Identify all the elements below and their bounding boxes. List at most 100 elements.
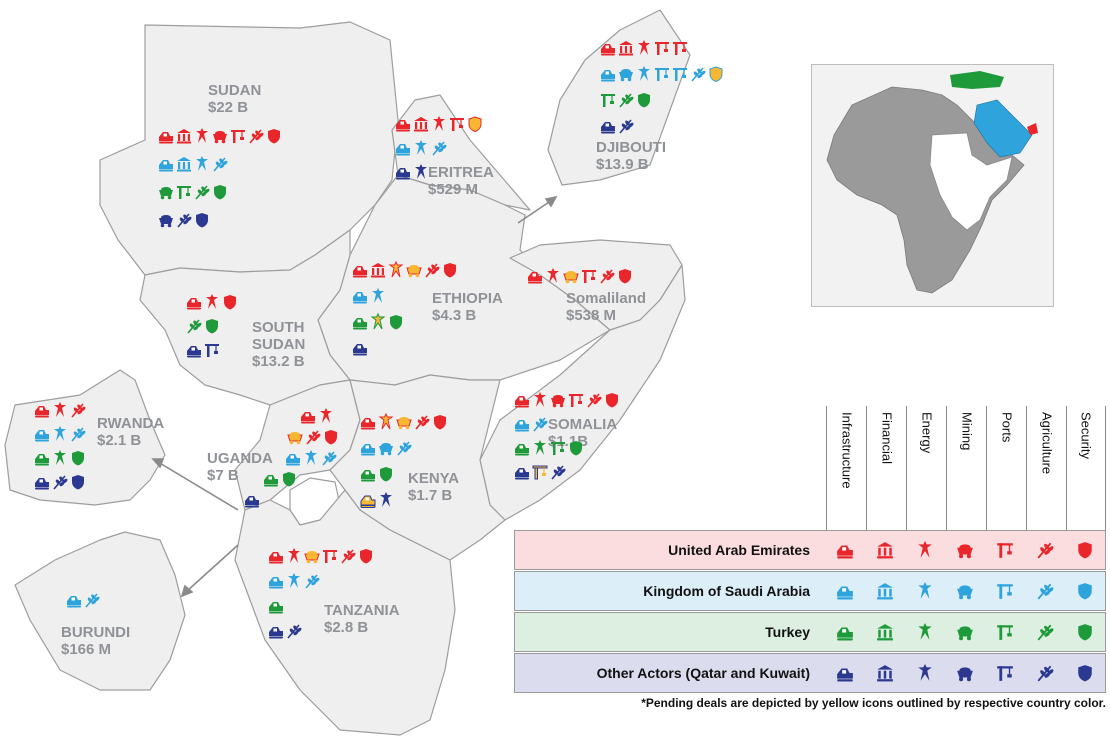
legend-column-infrastructure: Infrastructure [826, 406, 866, 530]
legend-actor-name: Other Actors (Qatar and Kuwait) [596, 665, 810, 681]
infrastructure-icon [528, 272, 542, 284]
legend-column-ports: Ports [986, 406, 1026, 530]
security-icon [1078, 583, 1092, 600]
security-icon [1078, 665, 1092, 682]
ports-icon [323, 550, 337, 563]
arrow-djibouti [517, 199, 553, 224]
mining-icon [159, 215, 173, 228]
ports-icon [205, 344, 219, 357]
legend-cell-agriculture [1025, 572, 1065, 610]
infrastructure-icon [269, 627, 283, 639]
security-icon [638, 93, 650, 108]
infrastructure-icon [515, 420, 529, 432]
legend-cell-ports [985, 572, 1025, 610]
legend-column-label: Energy [919, 412, 934, 454]
infrastructure-icon [353, 318, 367, 330]
legend-cell-financial [865, 572, 905, 610]
ports-icon [655, 42, 669, 55]
country-value-djibouti: $13.9 B [596, 156, 649, 173]
financial-icon [619, 41, 633, 56]
country-label-burundi: BURUNDI [61, 624, 130, 641]
agriculture-icon [415, 415, 430, 430]
country-label-uganda: UGANDA [207, 450, 273, 467]
legend-row-turkey: Turkey [514, 612, 1106, 652]
financial-icon [877, 542, 893, 559]
country-value-eritrea: $529 M [428, 181, 478, 198]
agriculture-icon [53, 475, 68, 490]
mining-icon [563, 271, 579, 284]
infrastructure-icon [187, 298, 201, 310]
mining-icon [213, 131, 227, 144]
agriculture-icon [619, 93, 634, 108]
mining-icon [287, 432, 303, 445]
country-label-somaliland: Somaliland [566, 290, 646, 307]
legend-cell-security [1065, 531, 1105, 569]
legend-actor-name: Turkey [765, 624, 810, 640]
legend-cell-ports [985, 531, 1025, 569]
legend-row-uae: United Arab Emirates [514, 530, 1106, 570]
rwanda-shape [4, 369, 166, 506]
legend-cell-mining [945, 654, 985, 692]
legend-cell-security [1065, 613, 1105, 651]
infrastructure-icon [361, 444, 375, 456]
agriculture-icon [195, 185, 210, 200]
legend-cell-mining [945, 572, 985, 610]
security-icon [325, 430, 337, 445]
mining-icon [406, 265, 422, 278]
agriculture-icon [533, 417, 548, 432]
energy-icon [547, 268, 559, 283]
africa-continent [826, 86, 1025, 294]
mining-icon [957, 585, 973, 600]
somalia-shape [479, 264, 686, 521]
legend-column-financial: Financial [866, 406, 906, 530]
financial-icon [877, 583, 893, 600]
security-icon [283, 472, 295, 487]
infrastructure-icon [264, 475, 278, 487]
ports-icon [997, 543, 1013, 558]
legend-column-label: Security [1078, 412, 1094, 459]
energy-icon [918, 623, 932, 640]
agriculture-icon [619, 119, 634, 134]
infrastructure-icon [35, 478, 49, 490]
mining-icon [957, 667, 973, 682]
agriculture-icon [432, 141, 447, 156]
agriculture-icon [1037, 583, 1054, 600]
agriculture-icon [600, 269, 615, 284]
agriculture-icon [213, 157, 228, 172]
agriculture-icon [287, 624, 302, 639]
energy-icon [378, 412, 394, 430]
legend-cell-security [1065, 572, 1105, 610]
agriculture-icon [1037, 665, 1054, 682]
infrastructure-icon [35, 454, 49, 466]
djibouti-shape [547, 9, 691, 186]
financial-icon [177, 157, 191, 172]
security-icon [606, 393, 618, 408]
ports-icon [997, 584, 1013, 599]
legend-cell-financial [865, 654, 905, 692]
agriculture-icon [187, 319, 202, 334]
infrastructure-icon [361, 418, 375, 430]
financial-icon [177, 129, 191, 144]
agriculture-icon [1037, 542, 1054, 559]
country-label-sudan: SUDAN [208, 82, 261, 99]
security-icon [72, 475, 84, 490]
arrow-burundi [186, 544, 239, 592]
legend-cell-financial [865, 531, 905, 569]
ports-icon [673, 42, 687, 55]
legend-actor-name: United Arab Emirates [668, 542, 810, 558]
infrastructure-icon [187, 346, 201, 358]
legend-cell-agriculture [1025, 654, 1065, 692]
infrastructure-icon [245, 496, 259, 508]
agriculture-icon [322, 451, 337, 466]
infrastructure-icon [159, 160, 173, 172]
legend-row-other: Other Actors (Qatar and Kuwait) [514, 653, 1106, 693]
country-value-tanzania: $2.8 B [324, 619, 368, 636]
security-icon [444, 263, 456, 278]
legend-column-agriculture: Agriculture [1026, 406, 1066, 530]
energy-icon [372, 288, 384, 303]
legend-column-label: Agriculture [1039, 412, 1054, 475]
country-label-rwanda: RWANDA [97, 415, 164, 432]
sudan-shape [99, 21, 399, 276]
legend-cell-energy [905, 572, 945, 610]
